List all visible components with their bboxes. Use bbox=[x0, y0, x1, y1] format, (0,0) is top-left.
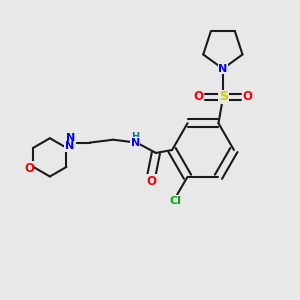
Text: O: O bbox=[243, 90, 253, 103]
Text: H: H bbox=[131, 132, 139, 142]
Text: N: N bbox=[66, 133, 75, 143]
Text: N: N bbox=[218, 64, 227, 74]
Text: O: O bbox=[24, 162, 34, 175]
Text: O: O bbox=[146, 175, 157, 188]
Text: O: O bbox=[194, 90, 204, 103]
Text: S: S bbox=[219, 90, 228, 103]
Text: N: N bbox=[65, 141, 74, 151]
Text: N: N bbox=[131, 138, 140, 148]
Text: Cl: Cl bbox=[170, 196, 182, 206]
